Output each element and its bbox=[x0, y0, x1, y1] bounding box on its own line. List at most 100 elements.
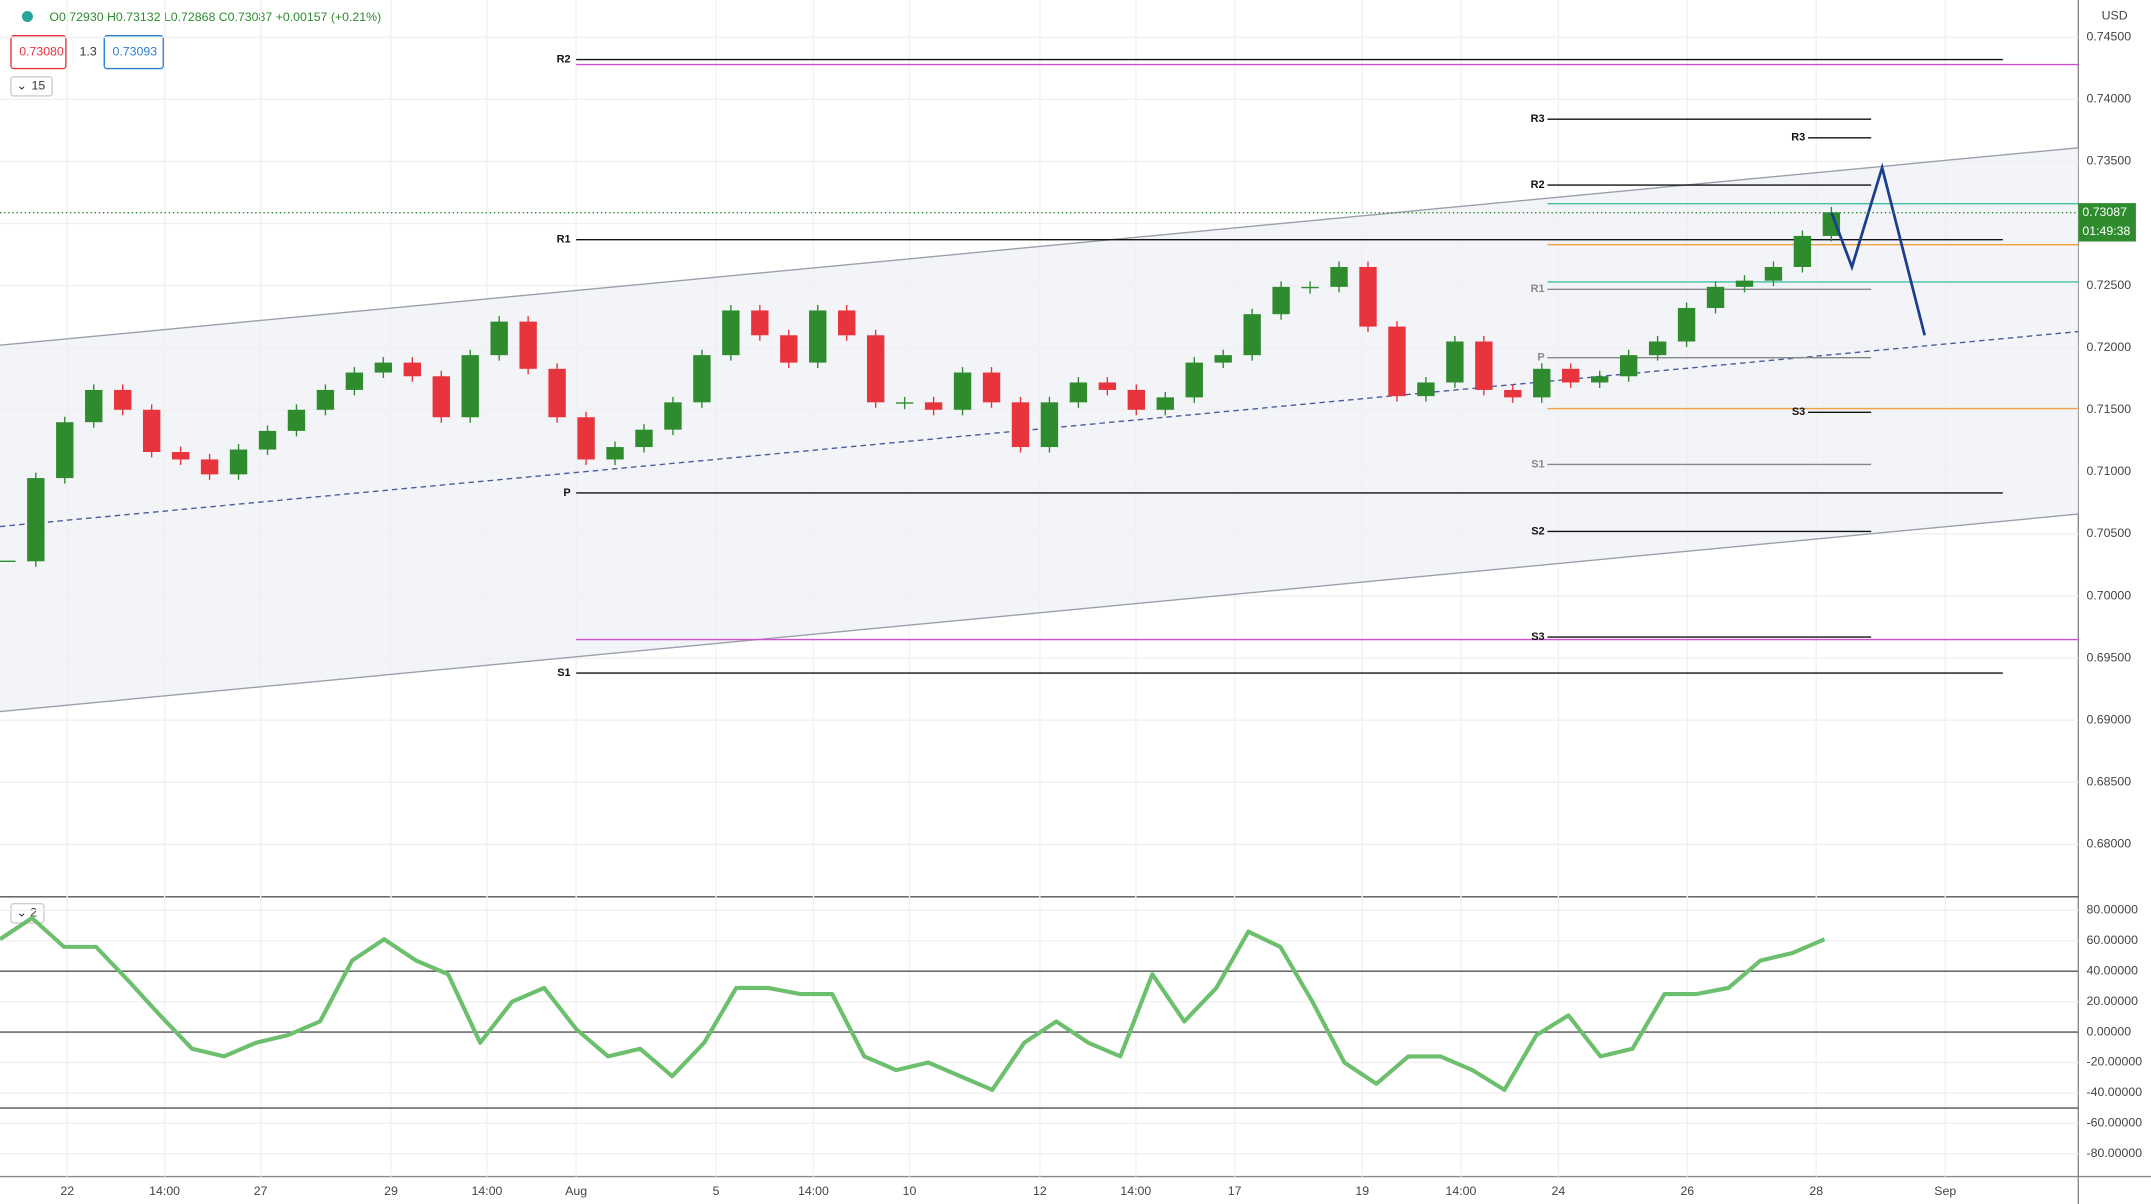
candle bbox=[85, 389, 103, 423]
y-tick-label: -20.00000 bbox=[2087, 1055, 2143, 1069]
y-tick-label: 0.72000 bbox=[2087, 340, 2132, 354]
indicator-toggle[interactable] bbox=[10, 76, 53, 97]
candle bbox=[664, 402, 682, 430]
x-tick-label: Sep bbox=[1934, 1184, 1956, 1198]
candle bbox=[1185, 362, 1203, 398]
candle bbox=[1504, 389, 1522, 398]
candle bbox=[1793, 235, 1812, 267]
ohlc-header: O0.72930 H0.73132 L0.72868 C0.73087 +0.0… bbox=[49, 10, 381, 24]
x-tick-label: 14:00 bbox=[1120, 1184, 1151, 1198]
channel-lower bbox=[0, 513, 2079, 713]
indicator-count[interactable]: 15 bbox=[32, 79, 46, 93]
candle bbox=[924, 402, 943, 410]
sell-price[interactable]: 0.73080 bbox=[19, 44, 64, 58]
y-tick-label: 0.71000 bbox=[2087, 464, 2132, 478]
projection bbox=[1830, 162, 1926, 336]
y-tick-label: 0.69000 bbox=[2087, 713, 2132, 727]
x-tick-label: Aug bbox=[565, 1184, 587, 1198]
candle bbox=[142, 409, 161, 453]
y-tick-label: 20.00000 bbox=[2087, 994, 2139, 1008]
candle bbox=[432, 376, 450, 418]
pivot-label: R3 bbox=[1531, 113, 1545, 125]
y-tick-label: -40.00000 bbox=[2087, 1085, 2143, 1099]
x-tick-label: 14:00 bbox=[149, 1184, 180, 1198]
y-tick-label: 80.00000 bbox=[2087, 903, 2139, 917]
candle bbox=[1156, 397, 1174, 410]
candle bbox=[1127, 389, 1146, 410]
x-tick-label: 19 bbox=[1355, 1184, 1369, 1198]
candle bbox=[1214, 355, 1232, 363]
x-tick-label: 27 bbox=[254, 1184, 268, 1198]
candle bbox=[1069, 382, 1088, 403]
pivot-label: R1 bbox=[1531, 283, 1545, 295]
candle bbox=[866, 335, 885, 403]
x-tick-label: 14:00 bbox=[798, 1184, 829, 1198]
x-tick-label: 26 bbox=[1680, 1184, 1694, 1198]
y-tick-label: -80.00000 bbox=[2087, 1146, 2143, 1160]
pivot-label: S1 bbox=[557, 667, 570, 679]
candle bbox=[635, 429, 653, 448]
x-tick-label: 14:00 bbox=[1446, 1184, 1477, 1198]
buy-button[interactable] bbox=[103, 34, 164, 70]
y-tick-label: 0.74500 bbox=[2087, 30, 2132, 44]
toggle-arrow[interactable]: ⌄ bbox=[16, 79, 26, 93]
pivot-label: P bbox=[1537, 352, 1544, 364]
candle bbox=[1272, 286, 1290, 315]
buy-price[interactable]: 0.73093 bbox=[112, 44, 157, 58]
candle bbox=[1388, 326, 1406, 397]
x-tick-label: 14:00 bbox=[472, 1184, 503, 1198]
candle bbox=[751, 310, 769, 336]
toggle-arrow[interactable]: ⌄ bbox=[16, 906, 26, 920]
candle bbox=[1011, 402, 1030, 448]
candle bbox=[171, 452, 190, 460]
sell-button[interactable] bbox=[10, 34, 67, 70]
spread: 1.3 bbox=[80, 44, 97, 58]
candle bbox=[258, 430, 277, 450]
pivot-label: P bbox=[563, 487, 570, 499]
candle bbox=[1330, 266, 1348, 287]
candle bbox=[200, 459, 219, 475]
pivot-label: S3 bbox=[1531, 631, 1544, 643]
candle bbox=[316, 389, 335, 410]
candle bbox=[606, 447, 624, 460]
x-tick-label: 5 bbox=[713, 1184, 720, 1198]
candle bbox=[1590, 376, 1609, 383]
pivot-label: R2 bbox=[557, 53, 571, 65]
x-tick-label: 17 bbox=[1228, 1184, 1242, 1198]
candle bbox=[1417, 382, 1435, 397]
y-tick-label: 0.68000 bbox=[2087, 837, 2132, 851]
y-tick-label: 60.00000 bbox=[2087, 933, 2139, 947]
y-tick-label: 0.71500 bbox=[2087, 402, 2132, 416]
candle bbox=[461, 355, 479, 418]
candle bbox=[114, 389, 132, 410]
last-price-box bbox=[2078, 203, 2136, 242]
candle bbox=[838, 310, 856, 336]
candle bbox=[345, 372, 364, 390]
candle bbox=[1822, 212, 1841, 236]
candle bbox=[56, 422, 74, 479]
candle bbox=[1706, 286, 1725, 308]
candle bbox=[1243, 314, 1261, 356]
candle bbox=[577, 417, 595, 460]
candle bbox=[809, 310, 827, 363]
x-tick-label: 24 bbox=[1552, 1184, 1566, 1198]
y-tick-label: 0.70500 bbox=[2087, 526, 2132, 540]
x-tick-label: 28 bbox=[1809, 1184, 1823, 1198]
candle bbox=[1648, 341, 1667, 356]
candle bbox=[403, 362, 421, 377]
y-tick-label: 0.68500 bbox=[2087, 775, 2132, 789]
candle bbox=[1619, 355, 1638, 377]
candle bbox=[1475, 341, 1493, 390]
pivot-label: R2 bbox=[1531, 179, 1545, 191]
candle bbox=[490, 321, 508, 356]
channel-middle bbox=[0, 330, 2079, 528]
y-tick-label: 0.72500 bbox=[2087, 278, 2132, 292]
candle bbox=[27, 478, 45, 562]
last-price-label: 0.73087 bbox=[2082, 205, 2127, 219]
candle bbox=[1446, 341, 1464, 383]
osc-indicator-count[interactable]: 2 bbox=[30, 906, 37, 920]
candle bbox=[1533, 368, 1551, 398]
y-tick-label: 0.73500 bbox=[2087, 154, 2132, 168]
